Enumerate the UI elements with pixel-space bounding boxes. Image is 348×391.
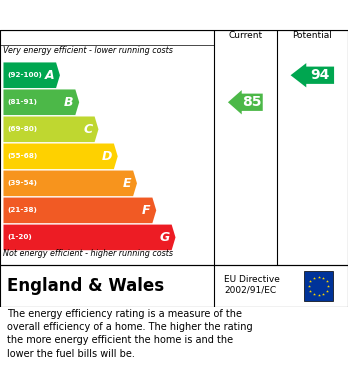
Polygon shape [228,90,263,115]
Text: Current: Current [228,31,262,40]
Polygon shape [3,224,175,250]
Text: E: E [123,177,132,190]
Bar [304,271,333,301]
Text: (81-91): (81-91) [7,99,37,105]
Text: (39-54): (39-54) [7,180,37,187]
Text: Not energy efficient - higher running costs: Not energy efficient - higher running co… [3,249,174,258]
Polygon shape [3,197,156,223]
Text: Energy Efficiency Rating: Energy Efficiency Rating [69,7,279,23]
Text: Very energy efficient - lower running costs: Very energy efficient - lower running co… [3,47,173,56]
Text: 85: 85 [243,95,262,109]
Polygon shape [3,170,137,196]
Polygon shape [3,90,79,115]
Polygon shape [3,63,60,88]
Text: (1-20): (1-20) [7,234,32,240]
Text: (55-68): (55-68) [7,153,37,159]
Text: C: C [84,123,93,136]
Text: The energy efficiency rating is a measure of the
overall efficiency of a home. T: The energy efficiency rating is a measur… [7,309,253,359]
Text: Potential: Potential [292,31,332,40]
Polygon shape [3,143,118,169]
Text: England & Wales: England & Wales [7,277,164,295]
Text: EU Directive
2002/91/EC: EU Directive 2002/91/EC [224,276,280,295]
Text: F: F [142,204,151,217]
Polygon shape [291,63,334,88]
Text: (92-100): (92-100) [7,72,42,78]
Polygon shape [3,117,98,142]
Text: D: D [102,150,112,163]
Text: G: G [160,231,170,244]
Text: (69-80): (69-80) [7,126,37,132]
Text: B: B [64,96,73,109]
Text: A: A [45,69,54,82]
Text: (21-38): (21-38) [7,207,37,213]
Text: 94: 94 [310,68,330,82]
